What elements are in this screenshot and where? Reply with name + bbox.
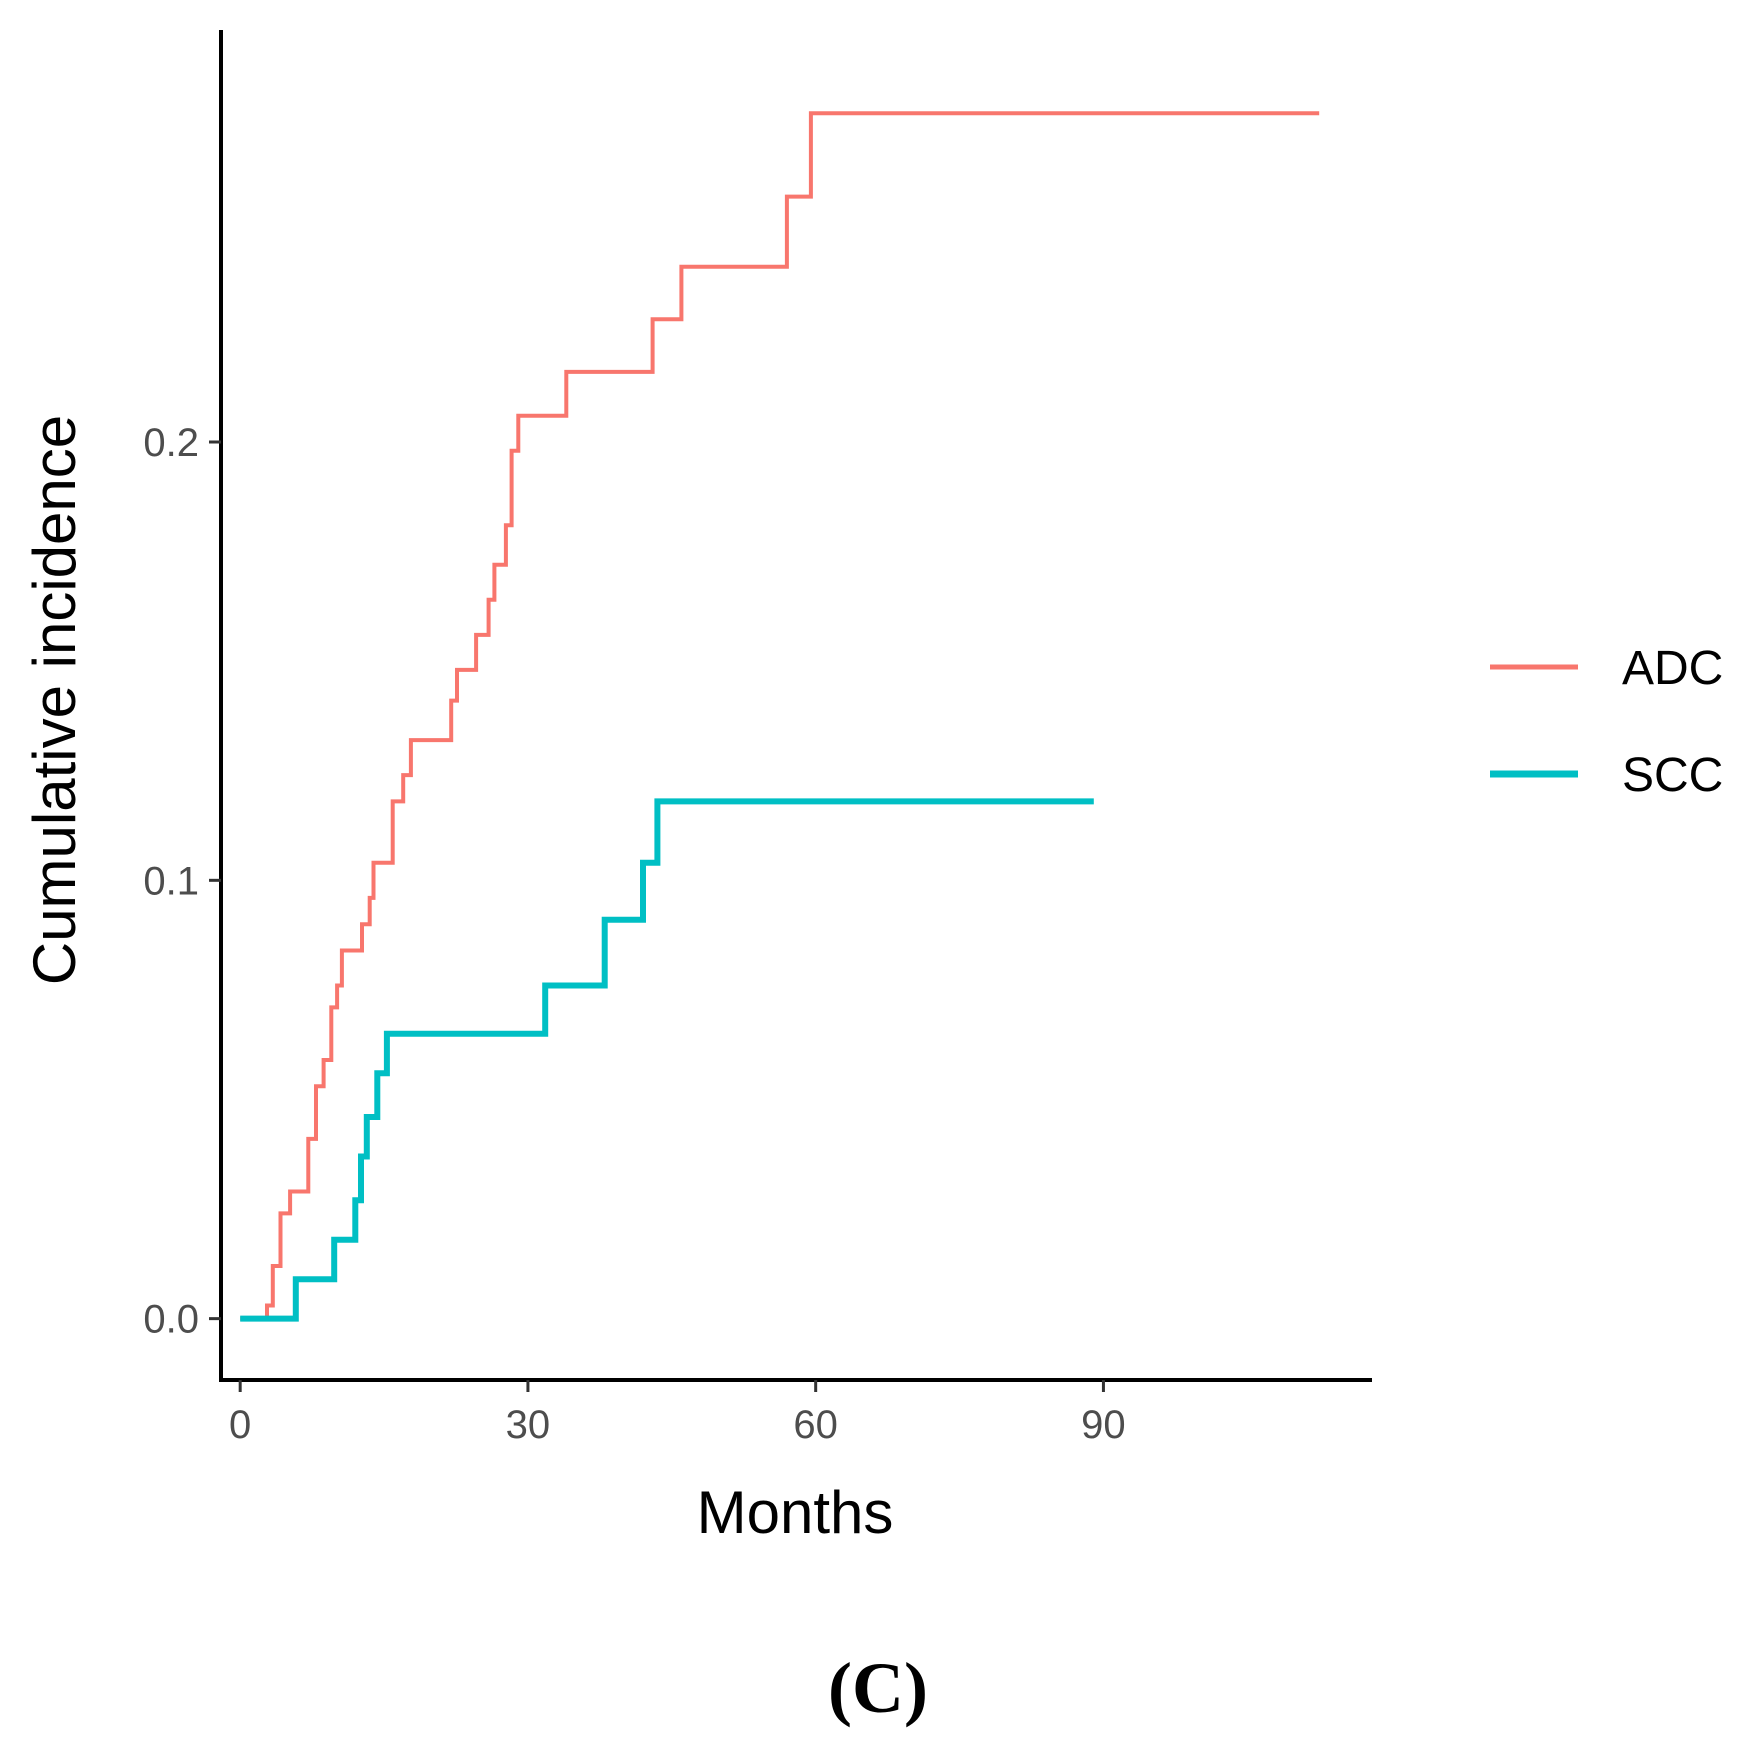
panel-label: (C) — [828, 1648, 928, 1728]
y-tick-label: 0.2 — [143, 421, 199, 465]
y-axis-title: Cumulative incidence — [21, 415, 88, 985]
legend-label-scc: SCC — [1622, 749, 1723, 802]
x-tick-label: 90 — [1081, 1403, 1126, 1447]
x-tick-label: 0 — [229, 1403, 251, 1447]
legend-label-adc: ADC — [1622, 642, 1723, 695]
series-line-adc — [240, 111, 1320, 1321]
x-axis-title: Months — [697, 1479, 894, 1546]
x-tick-label: 60 — [793, 1403, 838, 1447]
y-tick-label: 0.0 — [143, 1298, 199, 1342]
x-tick-label: 30 — [506, 1403, 551, 1447]
series-layer — [240, 111, 1320, 1322]
y-tick-label: 0.1 — [143, 859, 199, 903]
series-line-scc — [240, 798, 1094, 1322]
legend: ADC SCC — [1490, 642, 1723, 802]
axes: 0.0 0.1 0.2 0 30 60 90 — [143, 30, 1372, 1447]
